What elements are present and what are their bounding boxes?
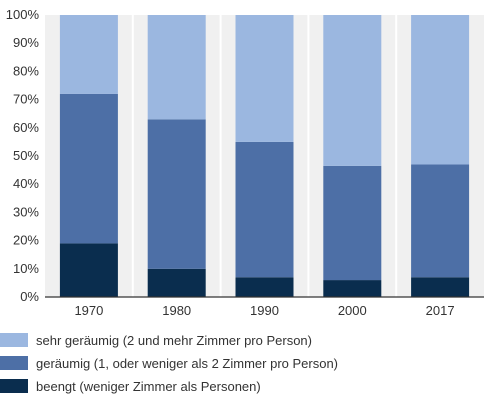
bar-2000-series-0 bbox=[323, 280, 382, 297]
bar-1980-series-2 bbox=[147, 15, 206, 120]
bar-chart: 1970 1980 1990 2000 2017 0% 10% 20% 30% 40% 50% 60%… bbox=[6, 7, 484, 318]
y-tick-label: 30% bbox=[13, 204, 39, 219]
legend-item-geraeumig: geräumig (1, oder weniger als 2 Zimmer p… bbox=[0, 353, 500, 373]
y-tick-label: 80% bbox=[13, 63, 39, 78]
bar-2017-series-2 bbox=[411, 15, 470, 165]
legend-label-geraeumig: geräumig (1, oder weniger als 2 Zimmer p… bbox=[36, 355, 339, 371]
x-tick-label: 1970 bbox=[74, 303, 103, 318]
y-tick-label: 20% bbox=[13, 233, 39, 248]
bar-1970-series-1 bbox=[59, 93, 118, 244]
y-tick-label: 50% bbox=[13, 148, 39, 163]
x-tick-label: 2000 bbox=[338, 303, 367, 318]
legend-label-sehr-geraeumig: sehr geräumig (2 und mehr Zimmer pro Per… bbox=[36, 332, 312, 348]
bar-1990-series-1 bbox=[235, 141, 294, 278]
bar-2000-series-2 bbox=[323, 15, 382, 166]
y-tick-label: 90% bbox=[13, 35, 39, 50]
bar-2017-series-1 bbox=[411, 164, 470, 278]
legend: sehr geräumig (2 und mehr Zimmer pro Per… bbox=[0, 330, 500, 399]
legend-item-sehr-geraeumig: sehr geräumig (2 und mehr Zimmer pro Per… bbox=[0, 330, 500, 350]
y-tick-label: 0% bbox=[20, 289, 39, 304]
legend-swatch-geraeumig bbox=[0, 356, 28, 370]
bar-1970-series-0 bbox=[59, 243, 118, 297]
y-tick-label: 60% bbox=[13, 120, 39, 135]
bar-1970-series-2 bbox=[59, 15, 118, 94]
bar-1980-series-0 bbox=[147, 268, 206, 297]
x-tick-label: 2017 bbox=[426, 303, 455, 318]
legend-item-beengt: beengt (weniger Zimmer als Personen) bbox=[0, 376, 500, 396]
bar-1980-series-1 bbox=[147, 119, 206, 269]
legend-swatch-sehr-geraeumig bbox=[0, 333, 28, 347]
y-tick-label: 10% bbox=[13, 261, 39, 276]
y-tick-label: 40% bbox=[13, 176, 39, 191]
bar-2000-series-1 bbox=[323, 165, 382, 281]
y-tick-label: 70% bbox=[13, 92, 39, 107]
bar-2017-series-0 bbox=[411, 277, 470, 297]
bar-1990-series-0 bbox=[235, 277, 294, 297]
x-tick-label: 1980 bbox=[162, 303, 191, 318]
y-tick-label: 100% bbox=[6, 7, 40, 22]
legend-swatch-beengt bbox=[0, 379, 28, 393]
bar-1990-series-2 bbox=[235, 15, 294, 142]
x-tick-label: 1990 bbox=[250, 303, 279, 318]
legend-label-beengt: beengt (weniger Zimmer als Personen) bbox=[36, 378, 261, 394]
